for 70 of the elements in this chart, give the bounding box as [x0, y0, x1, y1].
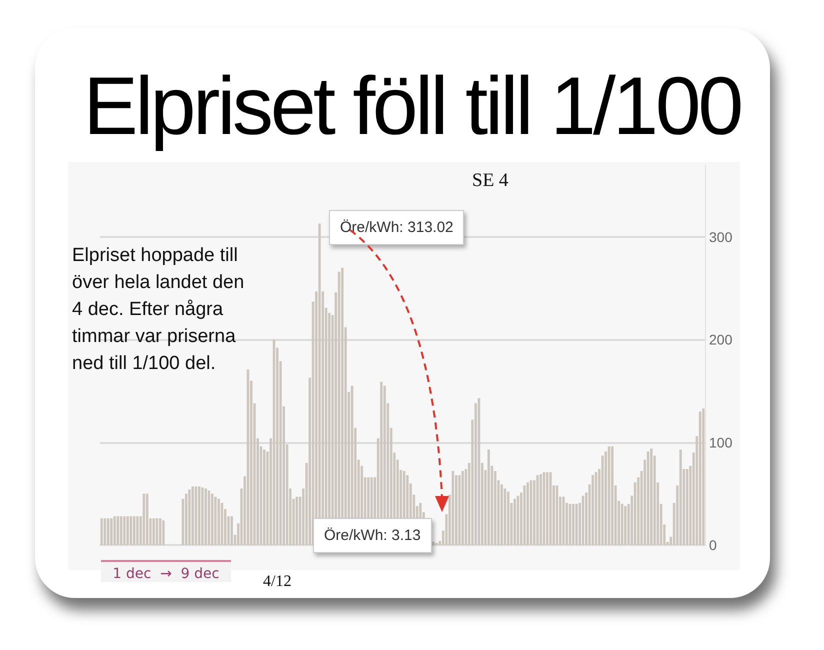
text: 1 dec → 9 dec [101, 560, 231, 582]
bar [120, 516, 122, 545]
y-tick-label: 200 [709, 332, 733, 348]
bar [116, 516, 120, 545]
bar [188, 490, 191, 545]
bar [184, 494, 188, 545]
bar [698, 411, 702, 545]
bar [296, 496, 298, 545]
bar [487, 449, 490, 545]
annotation: Öre/kWh: 313.02 [329, 210, 464, 245]
bar [432, 542, 435, 545]
bar [500, 484, 503, 545]
bar [646, 452, 650, 545]
annotation: Elpriset hoppade till över hela landet den 4 dec. Efter några timmar var priserna ned till 1/100 del. [72, 244, 244, 376]
bar [458, 475, 461, 545]
bar [198, 486, 200, 545]
bar [191, 486, 194, 545]
bar [208, 490, 210, 545]
bar [263, 449, 266, 545]
bar [204, 488, 207, 545]
text: 4/12 [263, 573, 292, 591]
bar [132, 516, 136, 545]
bar [620, 504, 624, 545]
bar [162, 520, 165, 545]
bar [130, 516, 132, 545]
y-tick-label: 0 [709, 537, 717, 553]
bar [113, 516, 116, 545]
bar [104, 518, 106, 545]
bar [506, 492, 510, 545]
bar [201, 487, 204, 545]
bar [106, 518, 110, 545]
bar [218, 498, 220, 545]
bar [702, 408, 705, 545]
bar [158, 518, 162, 545]
bar [146, 494, 148, 545]
bar [504, 488, 506, 545]
bar [478, 398, 480, 545]
bar [152, 518, 155, 545]
bar [142, 494, 146, 545]
bar [686, 469, 688, 545]
annotation: SE 4 [472, 170, 508, 192]
bar [136, 516, 139, 545]
bar [650, 448, 653, 545]
bar [594, 472, 598, 545]
bar [608, 446, 610, 545]
bar [514, 498, 516, 545]
bar [611, 446, 614, 545]
bar [461, 471, 464, 545]
bar [592, 475, 594, 545]
bar [156, 518, 158, 545]
bar [572, 504, 574, 545]
bar [540, 474, 542, 545]
bar [194, 486, 198, 545]
bar [211, 494, 214, 545]
bar [126, 516, 129, 545]
bar [526, 482, 529, 545]
y-tick-label: 100 [709, 434, 733, 450]
bar [110, 518, 113, 545]
bar [601, 456, 604, 545]
bar [230, 516, 233, 545]
bar [624, 506, 627, 545]
bar [679, 449, 682, 545]
bar [452, 471, 454, 545]
bar [100, 518, 103, 545]
bar [546, 472, 548, 545]
bar [454, 475, 458, 545]
bar [123, 516, 126, 545]
annotation: Öre/kWh: 3.13 [313, 518, 432, 553]
chart-title: Elpriset föll till 1/100 [82, 60, 742, 154]
y-tick-label: 300 [709, 228, 733, 245]
